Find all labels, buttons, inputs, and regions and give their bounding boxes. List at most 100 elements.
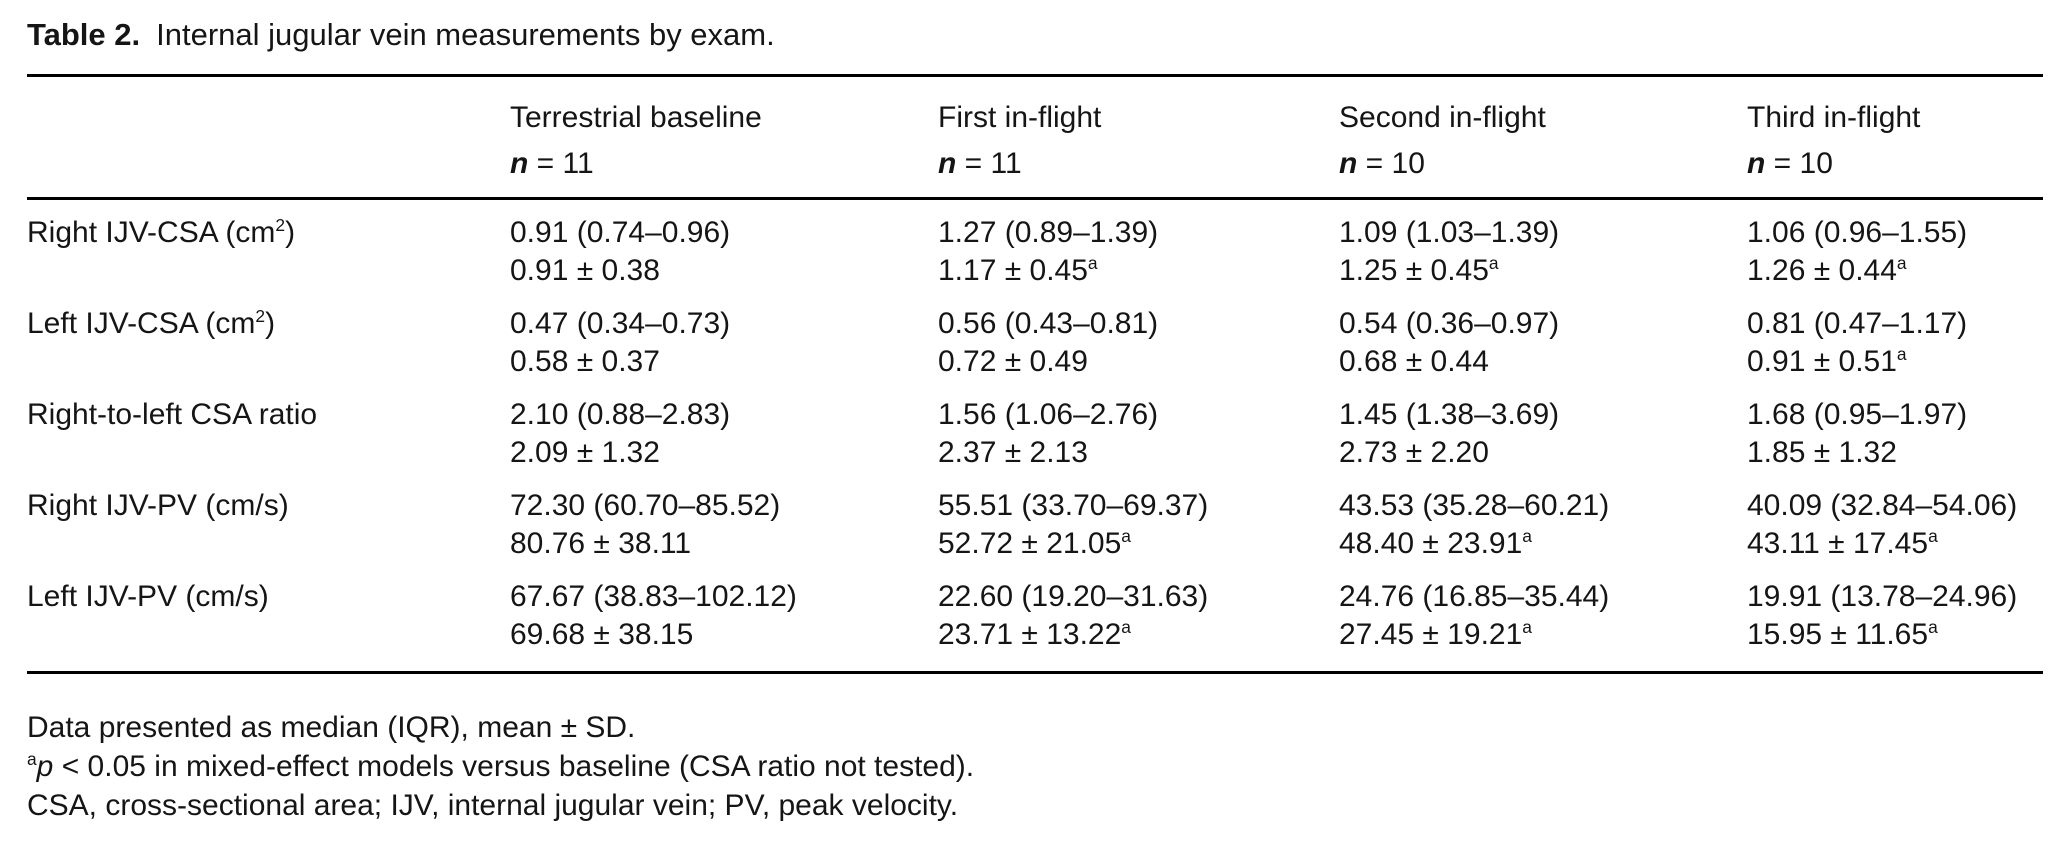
column-label: First in-flight — [938, 101, 1102, 134]
measurement-cell: 55.51 (33.70–69.37) 52.72 ± 21.05a — [938, 479, 1339, 570]
table-row-right-to-left-csa-ratio: Right-to-left CSA ratio 2.10 (0.88–2.83) 2… — [27, 388, 2043, 479]
paper-table-figure: Table 2. Internal jugular vein measuremen… — [27, 13, 2065, 825]
column-sample-size: n = 10 — [1339, 147, 1425, 180]
mean-sd-value: 1.17 ± 0.45a — [938, 253, 1098, 287]
column-sample-size: n = 11 — [938, 147, 1022, 180]
measurement-cell: 0.91 (0.74–0.96) 0.91 ± 0.38 — [510, 199, 938, 298]
mean-sd-value: 2.09 ± 1.32 — [510, 436, 660, 469]
column-header-second-in-flight: Second in-flight n = 10 — [1339, 75, 1747, 200]
measurement-cell: 1.45 (1.38–3.69) 2.73 ± 2.20 — [1339, 388, 1747, 479]
table-row-left-ijv-pv-cm-s: Left IJV-PV (cm/s) 67.67 (38.83–102.12) 69… — [27, 570, 2043, 673]
column-header-first-in-flight: First in-flight n = 11 — [938, 75, 1339, 200]
measurement-cell: 0.54 (0.36–0.97) 0.68 ± 0.44 — [1339, 297, 1747, 388]
median-iqr-value: 24.76 (16.85–35.44) — [1339, 580, 1610, 613]
mean-sd-value: 0.91 ± 0.51a — [1747, 344, 1907, 378]
row-label: Right-to-left CSA ratio — [27, 398, 318, 431]
measurement-cell: 1.09 (1.03–1.39) 1.25 ± 0.45a — [1339, 199, 1747, 298]
mean-sd-value: 1.26 ± 0.44a — [1747, 253, 1907, 287]
measurement-cell: 1.56 (1.06–2.76) 2.37 ± 2.13 — [938, 388, 1339, 479]
mean-sd-value: 0.68 ± 0.44 — [1339, 345, 1489, 378]
row-label: Left IJV-CSA (cm2) — [27, 306, 276, 340]
row-label: Right IJV-CSA (cm2) — [27, 215, 296, 249]
measurement-cell: 1.06 (0.96–1.55) 1.26 ± 0.44a — [1747, 199, 2043, 298]
n-symbol: n — [1339, 147, 1358, 180]
column-header-terrestrial-baseline: Terrestrial baseline n = 11 — [510, 75, 938, 200]
measurement-cell: 40.09 (32.84–54.06) 43.11 ± 17.45a — [1747, 479, 2043, 570]
measurement-cell: 2.10 (0.88–2.83) 2.09 ± 1.32 — [510, 388, 938, 479]
median-iqr-value: 1.68 (0.95–1.97) — [1747, 398, 1968, 431]
column-header-third-in-flight: Third in-flight n = 10 — [1747, 75, 2043, 200]
table-number: Table 2. — [27, 17, 141, 52]
mean-sd-value: 1.85 ± 1.32 — [1747, 436, 1897, 469]
measurement-cell: 22.60 (19.20–31.63) 23.71 ± 13.22a — [938, 570, 1339, 673]
footnote-significance: ap < 0.05 in mixed-effect models versus … — [27, 747, 2065, 786]
median-iqr-value: 1.09 (1.03–1.39) — [1339, 216, 1560, 249]
mean-sd-value: 0.58 ± 0.37 — [510, 345, 660, 378]
mean-sd-value: 23.71 ± 13.22a — [938, 617, 1131, 651]
median-iqr-value: 55.51 (33.70–69.37) — [938, 489, 1209, 522]
table-row-right-ijv-pv-cm-s: Right IJV-PV (cm/s) 72.30 (60.70–85.52) 80… — [27, 479, 2043, 570]
measurement-cell: 67.67 (38.83–102.12) 69.68 ± 38.15 — [510, 570, 938, 673]
table-caption: Table 2. Internal jugular vein measuremen… — [27, 13, 2065, 57]
median-iqr-value: 0.56 (0.43–0.81) — [938, 307, 1159, 340]
table-header: Terrestrial baseline n = 11 First in-fligh… — [27, 75, 2043, 200]
mean-sd-value: 0.91 ± 0.38 — [510, 254, 660, 287]
column-label: Terrestrial baseline — [510, 101, 762, 134]
measurement-cell: 0.47 (0.34–0.73) 0.58 ± 0.37 — [510, 297, 938, 388]
median-iqr-value: 1.27 (0.89–1.39) — [938, 216, 1159, 249]
n-symbol: n — [510, 147, 529, 180]
median-iqr-value: 22.60 (19.20–31.63) — [938, 580, 1209, 613]
median-iqr-value: 2.10 (0.88–2.83) — [510, 398, 731, 431]
mean-sd-value: 2.37 ± 2.13 — [938, 436, 1088, 469]
table-footnotes: Data presented as median (IQR), mean ± S… — [27, 708, 2065, 825]
measurements-table: Terrestrial baseline n = 11 First in-fligh… — [27, 74, 2043, 674]
measurement-cell: 0.56 (0.43–0.81) 0.72 ± 0.49 — [938, 297, 1339, 388]
table-title: Internal jugular vein measurements by ex… — [156, 17, 775, 52]
mean-sd-value: 1.25 ± 0.45a — [1339, 253, 1499, 287]
n-symbol: n — [1747, 147, 1766, 180]
median-iqr-value: 72.30 (60.70–85.52) — [510, 489, 781, 522]
mean-sd-value: 2.73 ± 2.20 — [1339, 436, 1489, 469]
table-row-left-ijv-csa-cm: Left IJV-CSA (cm2) 0.47 (0.34–0.73) 0.58 ±… — [27, 297, 2043, 388]
header-row: Terrestrial baseline n = 11 First in-fligh… — [27, 75, 2043, 200]
measurement-cell: 43.53 (35.28–60.21) 48.40 ± 23.91a — [1339, 479, 1747, 570]
median-iqr-value: 67.67 (38.83–102.12) — [510, 580, 797, 613]
table-row-right-ijv-csa-cm: Right IJV-CSA (cm2) 0.91 (0.74–0.96) 0.91 … — [27, 199, 2043, 298]
median-iqr-value: 43.53 (35.28–60.21) — [1339, 489, 1610, 522]
table-body: Right IJV-CSA (cm2) 0.91 (0.74–0.96) 0.91 … — [27, 199, 2043, 673]
footnote-superscript-a: a — [27, 749, 37, 769]
column-sample-size: n = 11 — [510, 147, 594, 180]
row-label: Right IJV-PV (cm/s) — [27, 489, 289, 522]
column-label: Second in-flight — [1339, 101, 1546, 134]
measurement-cell: 0.81 (0.47–1.17) 0.91 ± 0.51a — [1747, 297, 2043, 388]
median-iqr-value: 19.91 (13.78–24.96) — [1747, 580, 2018, 613]
footnote-abbreviations: CSA, cross-sectional area; IJV, internal… — [27, 789, 959, 822]
header-empty-cell — [27, 75, 510, 200]
mean-sd-value: 52.72 ± 21.05a — [938, 526, 1131, 560]
measurement-cell: 1.27 (0.89–1.39) 1.17 ± 0.45a — [938, 199, 1339, 298]
footnote-p-symbol: p — [36, 750, 54, 783]
mean-sd-value: 15.95 ± 11.65a — [1747, 617, 1938, 651]
footnote-data-presentation: Data presented as median (IQR), mean ± S… — [27, 711, 636, 744]
n-symbol: n — [938, 147, 957, 180]
median-iqr-value: 1.06 (0.96–1.55) — [1747, 216, 1968, 249]
mean-sd-value: 0.72 ± 0.49 — [938, 345, 1088, 378]
mean-sd-value: 48.40 ± 23.91a — [1339, 526, 1532, 560]
mean-sd-value: 27.45 ± 19.21a — [1339, 617, 1532, 651]
column-sample-size: n = 10 — [1747, 147, 1833, 180]
median-iqr-value: 0.91 (0.74–0.96) — [510, 216, 731, 249]
row-label: Left IJV-PV (cm/s) — [27, 580, 269, 613]
mean-sd-value: 69.68 ± 38.15 — [510, 618, 694, 651]
median-iqr-value: 0.54 (0.36–0.97) — [1339, 307, 1560, 340]
median-iqr-value: 1.56 (1.06–2.76) — [938, 398, 1159, 431]
median-iqr-value: 0.47 (0.34–0.73) — [510, 307, 731, 340]
mean-sd-value: 80.76 ± 38.11 — [510, 527, 692, 560]
mean-sd-value: 43.11 ± 17.45a — [1747, 526, 1938, 560]
measurement-cell: 1.68 (0.95–1.97) 1.85 ± 1.32 — [1747, 388, 2043, 479]
measurement-cell: 24.76 (16.85–35.44) 27.45 ± 19.21a — [1339, 570, 1747, 673]
measurement-cell: 19.91 (13.78–24.96) 15.95 ± 11.65a — [1747, 570, 2043, 673]
measurement-cell: 72.30 (60.70–85.52) 80.76 ± 38.11 — [510, 479, 938, 570]
median-iqr-value: 0.81 (0.47–1.17) — [1747, 307, 1968, 340]
column-label: Third in-flight — [1747, 101, 1921, 134]
footnote-significance-text: < 0.05 in mixed-effect models versus bas… — [53, 750, 975, 783]
